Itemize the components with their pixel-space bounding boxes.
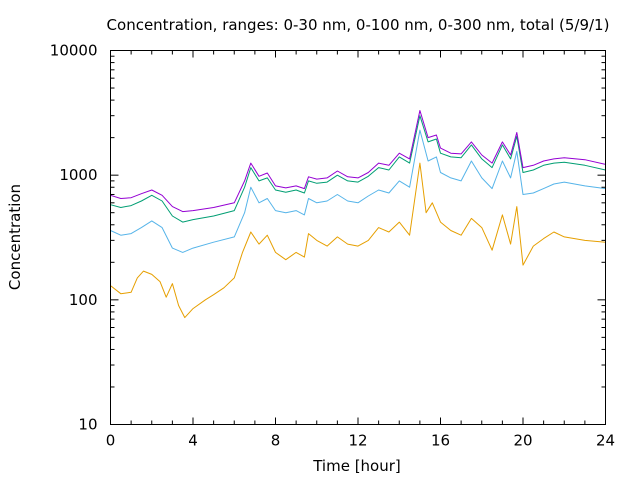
series-line-1	[110, 162, 606, 319]
series-line-3	[110, 115, 606, 223]
y-tick-label: 10000	[50, 42, 98, 60]
x-tick-label: 16	[431, 432, 450, 450]
x-tick-label: 12	[348, 432, 367, 450]
series-line-4	[110, 110, 606, 213]
x-tick-label: 24	[596, 432, 615, 450]
x-tick-label: 4	[188, 432, 198, 450]
chart-title: Concentration, ranges: 0-30 nm, 0-100 nm…	[107, 16, 610, 34]
plot-frame	[110, 50, 606, 425]
x-tick-label: 0	[106, 432, 116, 450]
axis-ticks: 0 4 8 12 16 20 24 10 100 1000 10000	[50, 42, 615, 450]
x-axis-label: Time [hour]	[312, 457, 401, 475]
plot-area	[110, 110, 606, 319]
y-axis-label: Concentration	[6, 184, 24, 290]
x-tick-label: 8	[271, 432, 281, 450]
series-line-2	[110, 129, 606, 253]
y-tick-label: 10	[78, 416, 97, 434]
y-tick-label: 1000	[59, 166, 97, 184]
x-tick-label: 20	[513, 432, 532, 450]
y-tick-label: 100	[69, 291, 98, 309]
